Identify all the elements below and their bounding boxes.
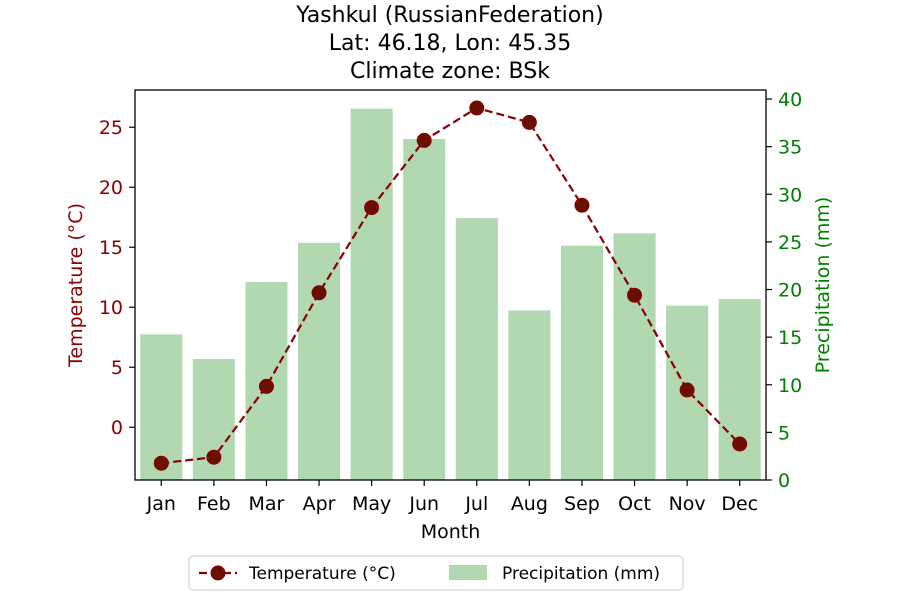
temperature-point [627,287,643,303]
plot-frame [134,89,767,481]
precipitation-bar [455,218,498,480]
x-tick-label: Sep [564,493,600,515]
legend-precipitation-label: Precipitation (mm) [502,564,660,584]
temperature-point [732,436,748,452]
chart-legend: Temperature (°C) Precipitation (mm) [188,555,684,591]
x-tick-label: Jan [146,493,176,515]
temperature-point [258,378,274,394]
left-y-tick-label: 20 [99,177,123,199]
x-tick-label: Feb [197,493,231,515]
temperature-point [469,100,485,116]
temperature-point [153,455,169,471]
right-y-tick-label: 35 [778,137,802,159]
x-tick-label: Aug [511,493,548,515]
precipitation-bar [560,245,603,480]
precipitation-bar [298,242,341,480]
precipitation-bar [613,233,656,480]
temperature-line [153,100,748,471]
temperature-point [311,285,327,301]
x-tick-label: Jul [464,493,488,515]
precipitation-bars [140,108,761,481]
legend-temperature-marker [210,565,226,581]
right-y-tick-label: 40 [778,89,802,111]
temperature-point [416,132,432,148]
x-tick-label: May [352,493,391,515]
right-y-tick-label: 20 [778,280,802,302]
legend-temperature-label: Temperature (°C) [248,564,396,584]
legend-box [188,555,684,591]
left-y-tick-label: 5 [111,357,123,379]
right-y-axis-label: Precipitation (mm) [812,197,834,374]
x-tick-label: Oct [618,493,651,515]
left-y-tick-label: 25 [99,117,123,139]
chart-title: Yashkul (RussianFederation) Lat: 46.18, L… [295,3,603,84]
x-tick-label: Jun [408,493,439,515]
precipitation-bar [403,139,446,481]
precipitation-bar [508,310,551,480]
precipitation-bar [718,299,761,480]
x-tick-label: Apr [303,493,336,515]
left-y-axis-label: Temperature (°C) [65,203,87,368]
precipitation-bar [350,108,393,481]
temperature-point [521,114,537,130]
temperature-point [364,200,380,216]
temperature-point [206,449,222,465]
right-y-tick-label: 0 [778,470,790,492]
title-line: Climate zone: BSk [350,59,550,84]
right-y-tick-label: 15 [778,327,802,349]
right-y-tick-label: 25 [778,232,802,254]
x-axis-label: Month [421,521,481,543]
x-tick-label: Dec [721,493,758,515]
temperature-series-line [161,106,741,465]
right-y-tick-label: 5 [778,422,790,444]
legend-precipitation-swatch [449,565,487,580]
title-line: Lat: 46.18, Lon: 45.35 [329,31,571,56]
temperature-point [574,197,590,213]
right-y-tick-label: 30 [778,184,802,206]
chart-axes: 0 5 10 15 20 25 0 5 10 15 20 25 30 35 40 Jan Feb Mar Apr Ma… [65,89,834,543]
left-y-tick-label: 0 [111,417,123,439]
x-tick-label: Mar [249,493,285,515]
temperature-point [679,382,695,398]
title-line: Yashkul (RussianFederation) [295,3,603,28]
left-y-tick-label: 15 [99,237,123,259]
right-y-tick-label: 10 [778,375,802,397]
x-tick-label: Nov [669,493,706,515]
left-y-tick-label: 10 [99,297,123,319]
